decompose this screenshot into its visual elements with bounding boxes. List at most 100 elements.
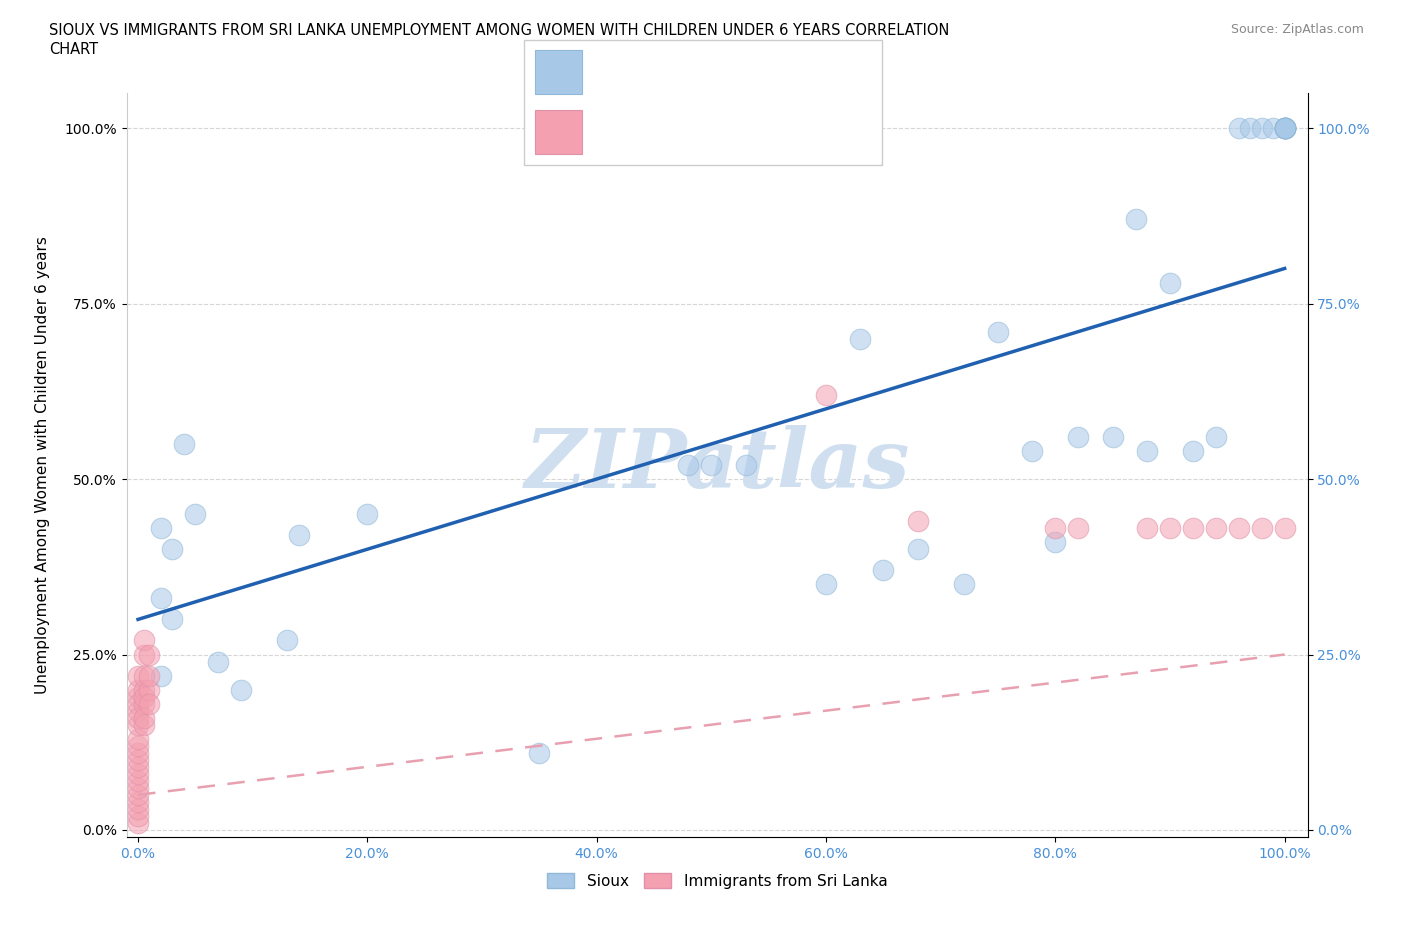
Immigrants from Sri Lanka [127,760,149,775]
Immigrants from Sri Lanka [127,683,149,698]
Text: 0.051: 0.051 [641,124,697,141]
Text: N =: N = [714,124,765,141]
Immigrants from Sri Lanka [127,717,149,732]
Sioux [1101,430,1123,445]
Sioux [814,577,837,591]
Text: SIOUX VS IMMIGRANTS FROM SRI LANKA UNEMPLOYMENT AMONG WOMEN WITH CHILDREN UNDER : SIOUX VS IMMIGRANTS FROM SRI LANKA UNEMP… [49,23,949,38]
Sioux [231,683,253,698]
Sioux [184,507,207,522]
Immigrants from Sri Lanka [127,697,149,711]
Sioux [1125,212,1147,227]
Immigrants from Sri Lanka [132,711,155,725]
Immigrants from Sri Lanka [132,633,155,648]
Immigrants from Sri Lanka [138,647,160,662]
Sioux [149,668,172,683]
Sioux [1239,121,1261,136]
Text: Source: ZipAtlas.com: Source: ZipAtlas.com [1230,23,1364,36]
Sioux [700,458,723,472]
Sioux [1274,121,1296,136]
Text: R =: R = [598,124,636,141]
Y-axis label: Unemployment Among Women with Children Under 6 years: Unemployment Among Women with Children U… [35,236,51,694]
Immigrants from Sri Lanka [132,647,155,662]
Immigrants from Sri Lanka [1274,521,1296,536]
Text: CHART: CHART [49,42,98,57]
Text: 44: 44 [787,63,813,81]
Sioux [1263,121,1285,136]
Immigrants from Sri Lanka [1205,521,1227,536]
Immigrants from Sri Lanka [127,774,149,789]
Immigrants from Sri Lanka [138,697,160,711]
Sioux [1274,121,1296,136]
FancyBboxPatch shape [534,110,582,154]
Immigrants from Sri Lanka [127,711,149,725]
Immigrants from Sri Lanka [132,689,155,704]
Text: 0.531: 0.531 [641,63,697,81]
Sioux [162,612,184,627]
Sioux [1159,275,1181,290]
Immigrants from Sri Lanka [127,780,149,795]
Immigrants from Sri Lanka [132,697,155,711]
Sioux [1274,121,1296,136]
FancyBboxPatch shape [524,40,882,165]
Immigrants from Sri Lanka [1159,521,1181,536]
Immigrants from Sri Lanka [127,703,149,718]
Immigrants from Sri Lanka [127,808,149,823]
Sioux [952,577,974,591]
Sioux [173,436,195,451]
Immigrants from Sri Lanka [127,745,149,760]
Sioux [356,507,378,522]
Sioux [1250,121,1272,136]
Immigrants from Sri Lanka [127,802,149,817]
Immigrants from Sri Lanka [1067,521,1090,536]
Immigrants from Sri Lanka [127,752,149,767]
Sioux [287,527,309,542]
Sioux [1274,121,1296,136]
Immigrants from Sri Lanka [127,788,149,803]
Immigrants from Sri Lanka [127,766,149,781]
Text: N =: N = [714,63,765,81]
Sioux [849,331,872,346]
Sioux [1274,121,1296,136]
Text: R =: R = [598,63,636,81]
Sioux [1067,430,1090,445]
Sioux [529,745,551,760]
Immigrants from Sri Lanka [127,816,149,830]
Immigrants from Sri Lanka [132,683,155,698]
Immigrants from Sri Lanka [127,738,149,753]
Sioux [276,633,298,648]
Sioux [1181,444,1204,458]
Immigrants from Sri Lanka [127,668,149,683]
Immigrants from Sri Lanka [127,689,149,704]
Sioux [1274,121,1296,136]
Immigrants from Sri Lanka [132,668,155,683]
Sioux [1136,444,1159,458]
Immigrants from Sri Lanka [1227,521,1250,536]
Sioux [162,542,184,557]
Immigrants from Sri Lanka [138,683,160,698]
Sioux [734,458,756,472]
Immigrants from Sri Lanka [1136,521,1159,536]
Sioux [1021,444,1043,458]
Sioux [1205,430,1227,445]
Immigrants from Sri Lanka [127,794,149,809]
Sioux [678,458,700,472]
Sioux [149,521,172,536]
Immigrants from Sri Lanka [1045,521,1067,536]
Sioux [1045,535,1067,550]
Sioux [907,542,929,557]
Immigrants from Sri Lanka [132,717,155,732]
Sioux [1274,121,1296,136]
Text: 43: 43 [787,124,813,141]
Immigrants from Sri Lanka [127,731,149,746]
Immigrants from Sri Lanka [814,388,837,403]
Legend: Sioux, Immigrants from Sri Lanka: Sioux, Immigrants from Sri Lanka [538,865,896,897]
Sioux [1274,121,1296,136]
FancyBboxPatch shape [534,50,582,95]
Immigrants from Sri Lanka [138,668,160,683]
Sioux [987,325,1010,339]
Sioux [207,654,229,669]
Sioux [872,563,894,578]
Sioux [149,591,172,605]
Immigrants from Sri Lanka [1181,521,1204,536]
Sioux [1227,121,1250,136]
